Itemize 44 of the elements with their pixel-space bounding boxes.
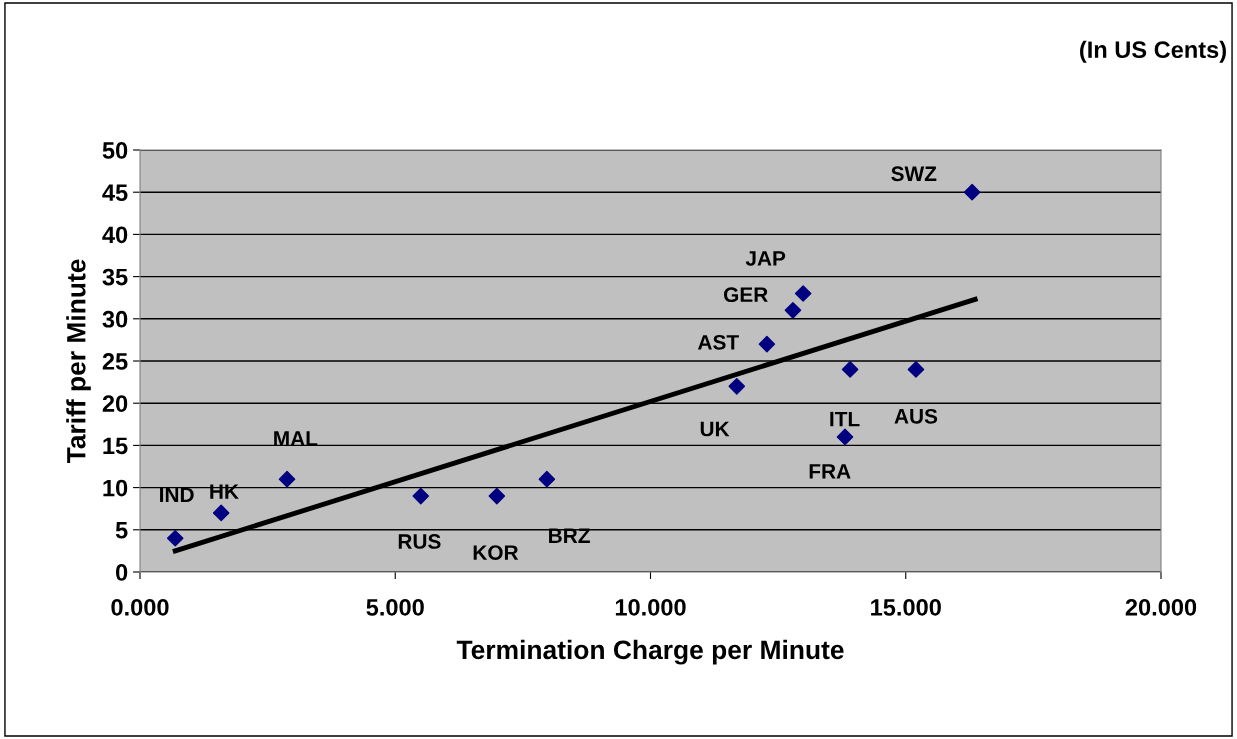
annotation: ITL bbox=[830, 411, 860, 427]
point bbox=[784, 302, 802, 319]
point bbox=[836, 428, 854, 446]
y-tick-label: 30 bbox=[102, 310, 128, 328]
x-tick-label: 15.000 bbox=[871, 599, 941, 616]
annotation: IND bbox=[160, 487, 194, 502]
x-tick-label: 5.000 bbox=[366, 599, 424, 616]
x-axis-title: Termination Charge per Minute bbox=[456, 639, 844, 665]
y-tick-label: 35 bbox=[102, 268, 128, 286]
point bbox=[963, 183, 981, 201]
point bbox=[794, 285, 812, 302]
point bbox=[488, 487, 506, 505]
annotation: AST bbox=[697, 334, 739, 350]
annotation: GER bbox=[723, 287, 768, 303]
y-tick-label: 15 bbox=[103, 437, 128, 455]
y-tick-label: 25 bbox=[102, 353, 128, 370]
point bbox=[166, 529, 184, 547]
x-tick-label: 10.000 bbox=[615, 599, 686, 616]
point bbox=[278, 470, 296, 488]
point bbox=[841, 361, 859, 378]
point bbox=[758, 335, 776, 353]
annotation: RUS bbox=[398, 534, 441, 549]
point bbox=[907, 361, 925, 378]
y-tick-label: 40 bbox=[102, 226, 128, 244]
point bbox=[728, 378, 746, 395]
y-tick-label: 45 bbox=[102, 184, 128, 201]
annotation: JAP bbox=[745, 251, 786, 266]
y-axis-title: Tariff per Minute bbox=[66, 259, 91, 464]
annotation: UK bbox=[700, 421, 730, 437]
y-tick-label: 50 bbox=[102, 142, 128, 159]
x-tick-label: 0.000 bbox=[111, 599, 169, 616]
annotation: KOR bbox=[473, 545, 519, 560]
x-tick-label: 20.000 bbox=[1125, 599, 1197, 616]
annotation: AUS bbox=[894, 408, 938, 424]
text: (In US Cents) bbox=[1080, 40, 1226, 63]
point bbox=[412, 487, 430, 505]
y-tick-label: 0 bbox=[116, 564, 128, 581]
point bbox=[538, 470, 556, 488]
annotation: SWZ bbox=[891, 166, 937, 182]
annotation: FRA bbox=[809, 464, 851, 479]
y-tick-label: 10 bbox=[103, 479, 128, 497]
point bbox=[212, 504, 230, 522]
y-tick-label: 20 bbox=[102, 395, 128, 412]
y-tick-label: 5 bbox=[115, 522, 128, 539]
